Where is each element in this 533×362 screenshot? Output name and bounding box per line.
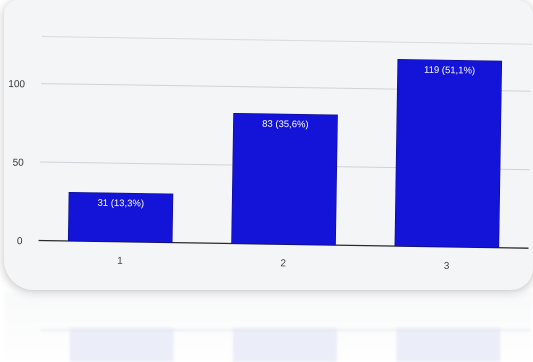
gridline — [41, 35, 532, 45]
reflection-bar — [69, 328, 174, 362]
reflection-bar — [233, 328, 337, 362]
y-tick-label: 0 — [17, 236, 23, 247]
reflection-group — [40, 328, 530, 362]
plot-area: 0 50 100 31 (13,3%) 1 83 (35,6%) 2 119 (51,1%) 3 — [8, 35, 532, 272]
bar-chart: 0 50 100 31 (13,3%) 1 83 (35,6%) 2 119 (51,1%) 3 — [8, 35, 532, 272]
x-tick-label: 3 — [444, 261, 450, 272]
reflection-chart — [40, 328, 530, 362]
bar — [67, 191, 174, 243]
x-tick-label: 2 — [280, 258, 286, 269]
data-label: 83 (35,6%) — [262, 119, 309, 131]
x-tick-label: 1 — [117, 256, 123, 267]
bar — [394, 59, 503, 249]
y-tick-label: 100 — [8, 79, 25, 90]
bar — [231, 112, 338, 246]
y-tick-label: 50 — [13, 158, 25, 169]
data-label: 119 (51,1%) — [424, 65, 475, 77]
chart-photo: 0 50 100 31 (13,3%) 1 83 (35,6%) 2 119 (51,1%) 3 — [4, 0, 533, 290]
reflection-bar — [396, 328, 501, 362]
chart-reflection — [4, 292, 533, 362]
data-label: 31 (13,3%) — [97, 198, 144, 210]
